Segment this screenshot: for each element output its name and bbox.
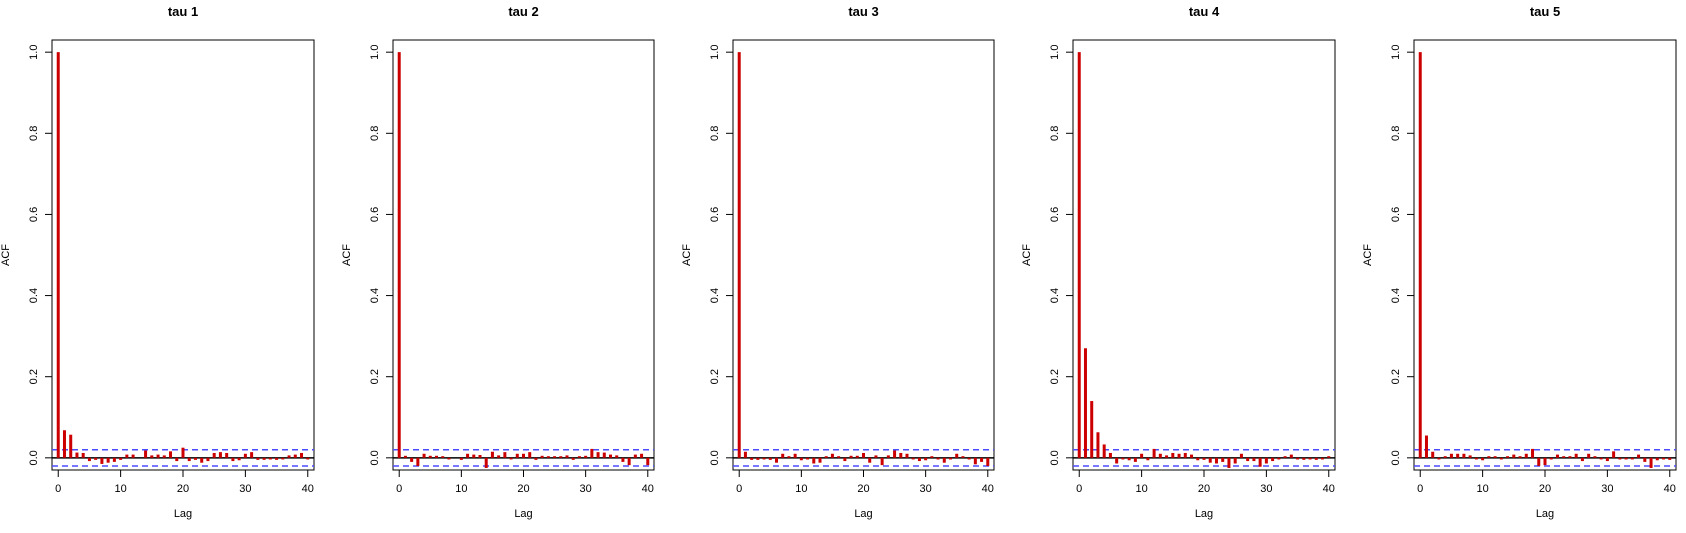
x-tick-label: 0	[55, 483, 61, 495]
x-axis-label: Lag	[854, 508, 872, 520]
x-tick-label: 0	[1076, 483, 1082, 495]
x-tick-label: 10	[114, 483, 126, 495]
y-axis-label: ACF	[341, 244, 353, 266]
x-tick-label: 20	[1539, 483, 1551, 495]
x-axis-label: Lag	[174, 508, 192, 520]
y-axis-label: ACF	[0, 244, 12, 266]
y-tick-label: 0.2	[1049, 369, 1061, 384]
x-tick-label: 10	[1476, 483, 1488, 495]
x-tick-label: 20	[1198, 483, 1210, 495]
y-tick-label: 1.0	[369, 45, 381, 60]
y-tick-label: 0.0	[369, 450, 381, 465]
y-tick-label: 0.8	[1390, 126, 1402, 141]
x-tick-label: 40	[302, 483, 314, 495]
y-tick-label: 1.0	[1390, 45, 1402, 60]
y-tick-label: 0.6	[369, 207, 381, 222]
x-tick-label: 10	[795, 483, 807, 495]
x-tick-label: 20	[857, 483, 869, 495]
panel-title: tau 2	[508, 4, 538, 19]
x-tick-label: 40	[1664, 483, 1676, 495]
acf-panel-1: tau 1 0.0 0.2 0.4 0.6 0.8 1.0 0 10 20 30 40 Lag ACF	[0, 4, 315, 520]
y-tick-label: 0.8	[1049, 126, 1061, 141]
x-tick-label: 30	[1260, 483, 1272, 495]
x-tick-label: 20	[517, 483, 529, 495]
x-axis-label: Lag	[1195, 508, 1213, 520]
plot-frame	[392, 39, 655, 471]
y-tick-label: 0.2	[369, 369, 381, 384]
acf-panel-3: tau 3 0.0 0.2 0.4 0.6 0.8 1.0 0 10 20 30 40 Lag ACF	[681, 4, 995, 520]
y-tick-label: 0.4	[1390, 288, 1402, 303]
plot-frame	[732, 39, 995, 471]
y-tick-label: 0.8	[709, 126, 721, 141]
y-tick-label: 1.0	[709, 45, 721, 60]
x-tick-label: 0	[736, 483, 742, 495]
y-axis-label: ACF	[1021, 244, 1033, 266]
y-tick-label: 1.0	[1049, 45, 1061, 60]
y-tick-label: 0.2	[28, 369, 40, 384]
y-tick-label: 0.6	[1049, 207, 1061, 222]
y-tick-label: 0.4	[709, 288, 721, 303]
y-axis-label: ACF	[681, 244, 693, 266]
plot-frame	[1413, 39, 1677, 471]
y-tick-label: 0.2	[1390, 369, 1402, 384]
y-tick-label: 0.8	[369, 126, 381, 141]
x-axis-label: Lag	[1536, 508, 1554, 520]
y-tick-label: 1.0	[28, 45, 40, 60]
y-tick-label: 0.0	[709, 450, 721, 465]
y-tick-label: 0.2	[709, 369, 721, 384]
y-tick-label: 0.4	[28, 288, 40, 303]
panel-title: tau 5	[1530, 4, 1560, 19]
y-tick-label: 0.0	[1049, 450, 1061, 465]
y-axis-label: ACF	[1362, 244, 1374, 266]
y-tick-label: 0.0	[28, 450, 40, 465]
acf-panel-4: tau 4 0.0 0.2 0.4 0.6 0.8 1.0 0 10 20 30 40 Lag ACF	[1021, 4, 1336, 520]
panel-title: tau 4	[1189, 4, 1220, 19]
x-tick-label: 10	[455, 483, 467, 495]
y-tick-label: 0.6	[1390, 207, 1402, 222]
y-tick-label: 0.4	[1049, 288, 1061, 303]
y-tick-label: 0.4	[369, 288, 381, 303]
x-tick-label: 40	[1323, 483, 1335, 495]
x-tick-label: 30	[580, 483, 592, 495]
panel-title: tau 1	[168, 4, 198, 19]
x-tick-label: 40	[982, 483, 994, 495]
x-tick-label: 20	[177, 483, 189, 495]
x-tick-label: 40	[642, 483, 654, 495]
acf-panel-2: tau 2 0.0 0.2 0.4 0.6 0.8 1.0 0 10 20 30 40 Lag ACF	[341, 4, 655, 520]
x-axis-label: Lag	[514, 508, 532, 520]
x-tick-label: 30	[1601, 483, 1613, 495]
x-tick-label: 0	[396, 483, 402, 495]
x-tick-label: 30	[920, 483, 932, 495]
y-tick-label: 0.6	[709, 207, 721, 222]
x-tick-label: 10	[1135, 483, 1147, 495]
x-tick-label: 0	[1417, 483, 1423, 495]
x-tick-label: 30	[239, 483, 251, 495]
y-tick-label: 0.8	[28, 126, 40, 141]
panel-title: tau 3	[848, 4, 878, 19]
y-tick-label: 0.0	[1390, 450, 1402, 465]
plot-frame	[1072, 39, 1336, 471]
acf-panel-5: tau 5 0.0 0.2 0.4 0.6 0.8 1.0 0 10 20 30 40 Lag ACF	[1362, 4, 1677, 520]
y-tick-label: 0.6	[28, 207, 40, 222]
plot-frame	[51, 39, 315, 471]
